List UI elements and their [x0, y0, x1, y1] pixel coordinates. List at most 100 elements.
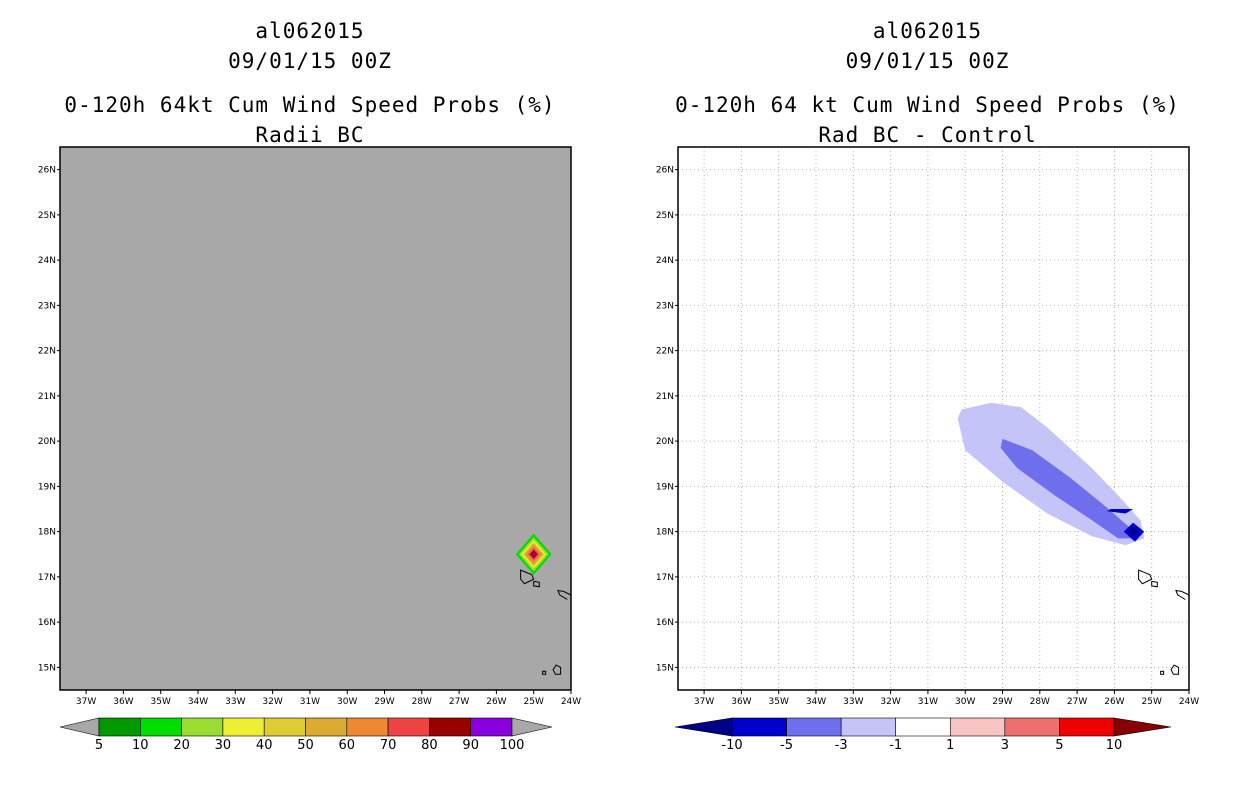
x-tick-label: 31W — [300, 697, 320, 707]
colorbar-box-2 — [181, 717, 224, 737]
diff-band-minus5 — [1000, 438, 1135, 539]
plot-panel-1: 37W 36W 35W 34W 33W 32W 31W 30W 29W 28W 27W 26W 25W 2… — [656, 146, 1199, 753]
island-brava — [1160, 670, 1165, 675]
right-chart-titles: al062015 09/01/15 00Z 0-120h 64 kt Cum W… — [655, 16, 1200, 150]
colorbar-box-2 — [840, 717, 897, 737]
colorbar-box-3 — [895, 717, 951, 737]
x-tick-label: 36W — [113, 697, 133, 707]
left-chart-titles: al062015 09/01/15 00Z 0-120h 64kt Cum Wi… — [40, 16, 580, 150]
diff-band-under — [1128, 527, 1139, 537]
colorbar-under-triangle — [59, 717, 100, 737]
y-tick-label: 25N — [38, 211, 56, 221]
x-tick-label: 36W — [731, 697, 751, 707]
x-tick-label: 26W — [486, 697, 506, 707]
colorbar-box-1 — [786, 717, 842, 737]
x-tick-label: 27W — [449, 697, 469, 707]
y-tick-label: 21N — [38, 392, 56, 402]
x-tick-label: 28W — [1030, 697, 1050, 707]
x-tick-label: 30W — [337, 697, 357, 707]
colorbar-box-7 — [387, 717, 430, 737]
colorbar-label: 30 — [215, 738, 232, 753]
colorbar-label: -1 — [889, 738, 902, 753]
left-subtitle: Radii BC — [255, 123, 365, 147]
plot-frame — [59, 146, 572, 691]
x-tick-label: 24W — [561, 697, 581, 707]
colorbar-label: -3 — [835, 738, 848, 753]
x-tick-label: 29W — [992, 697, 1012, 707]
colorbar-box-3 — [222, 717, 265, 737]
y-tick-label: 20N — [38, 437, 56, 447]
colorbar-label: 90 — [462, 738, 479, 753]
colorbar-box-8 — [429, 717, 471, 737]
y-tick-label: 18N — [38, 528, 56, 538]
colorbar-label: 20 — [173, 738, 190, 753]
left-datetime: 09/01/15 00Z — [228, 49, 392, 73]
x-tick-label: 29W — [374, 697, 394, 707]
colorbar-label: 50 — [297, 738, 314, 753]
right-subtitle: Rad BC - Control — [818, 123, 1037, 147]
x-tick-label: 26W — [1104, 697, 1124, 707]
colorbar-box-0 — [98, 717, 141, 737]
colorbar-under-triangle — [674, 717, 733, 737]
x-tick-label: 30W — [955, 697, 975, 707]
x-tick-label: 33W — [225, 697, 245, 707]
x-tick-label: 37W — [76, 697, 96, 707]
island-sao-nicolau — [1175, 589, 1190, 600]
colorbar-label: 5 — [1055, 738, 1063, 753]
x-tick-label: 25W — [1142, 697, 1162, 707]
colorbar-label: 40 — [256, 738, 273, 753]
y-tick-label: 18N — [656, 528, 674, 538]
right-title: 0-120h 64 kt Cum Wind Speed Probs (%) — [675, 93, 1180, 117]
y-tick-label: 24N — [656, 256, 674, 266]
colorbar-label: 5 — [95, 738, 103, 753]
y-tick-label: 23N — [656, 301, 674, 311]
x-tick-label: 34W — [806, 697, 826, 707]
prob-contour-7 — [531, 552, 536, 557]
x-tick-label: 27W — [1067, 697, 1087, 707]
colorbar-label: 70 — [380, 738, 397, 753]
y-tick-label: 22N — [38, 347, 56, 357]
plot-background — [60, 147, 571, 690]
colorbar-box-4 — [263, 717, 306, 737]
x-tick-label: 28W — [412, 697, 432, 707]
island-outlines — [520, 569, 572, 675]
island-outlines — [1138, 569, 1190, 675]
x-tick-label: 31W — [918, 697, 938, 707]
y-tick-label: 16N — [38, 618, 56, 628]
y-tick-label: 15N — [656, 663, 674, 673]
colorbar-box-5 — [1004, 717, 1060, 737]
island-fogo — [552, 664, 562, 675]
colorbar-label: -5 — [780, 738, 793, 753]
x-tick-label: 24W — [1179, 697, 1199, 707]
x-tick-label: 37W — [694, 697, 714, 707]
y-tick-label: 17N — [38, 573, 56, 583]
y-tick-label: 16N — [656, 618, 674, 628]
island-brava — [542, 670, 547, 675]
y-tick-label: 26N — [38, 166, 56, 176]
x-tick-label: 35W — [769, 697, 789, 707]
x-tick-label: 34W — [188, 697, 208, 707]
colorbar-label: 80 — [421, 738, 438, 753]
colorbar: 5 10 20 30 40 50 60 70 80 90 100 — [59, 717, 553, 753]
colorbar-over-triangle — [1113, 717, 1172, 737]
plot-frame — [677, 146, 1190, 691]
y-tick-label: 25N — [656, 211, 674, 221]
island-sao-vicente — [1151, 580, 1158, 588]
x-tick-label: 35W — [151, 697, 171, 707]
colorbar-label: 1 — [946, 738, 954, 753]
colorbar-over-triangle — [511, 717, 553, 737]
diff-band-minus10-a — [1106, 509, 1134, 514]
island-santo-antao — [520, 569, 535, 585]
colorbar-box-4 — [949, 717, 1006, 737]
colorbar-label: 3 — [1001, 738, 1009, 753]
island-santo-antao — [1138, 569, 1153, 585]
colorbar-label: 60 — [339, 738, 356, 753]
right-datetime: 09/01/15 00Z — [845, 49, 1010, 73]
y-tick-label: 22N — [656, 347, 674, 357]
colorbar-box-9 — [470, 717, 513, 737]
y-tick-label: 19N — [656, 482, 674, 492]
y-tick-label: 20N — [656, 437, 674, 447]
y-tick-label: 15N — [38, 663, 56, 673]
colorbar-label: 100 — [500, 738, 525, 753]
